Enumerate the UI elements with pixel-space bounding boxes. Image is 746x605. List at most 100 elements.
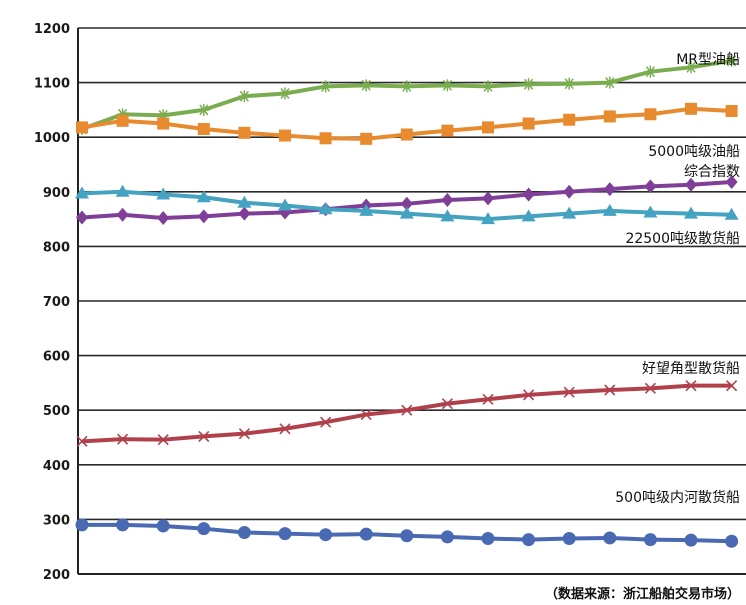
data-point [278, 198, 292, 211]
data-point [562, 206, 577, 219]
data-point [238, 90, 251, 103]
axes [77, 28, 746, 575]
data-point [319, 132, 332, 145]
data-point [603, 182, 616, 197]
data-point [523, 389, 535, 401]
series-label: 综合指数 [684, 164, 740, 180]
data-point [725, 174, 738, 189]
data-point [482, 121, 494, 134]
data-point [278, 527, 292, 541]
data-point [603, 110, 616, 123]
data-point [319, 528, 333, 542]
data-point [116, 518, 130, 532]
data-point [400, 80, 413, 93]
y-tick-label: 1000 [34, 131, 70, 146]
series-label: MR型油船 [676, 52, 740, 68]
data-point [563, 113, 576, 126]
series-label: 500吨级内河散货船 [615, 489, 740, 506]
data-point [196, 190, 211, 203]
data-point [725, 534, 739, 548]
data-point [237, 526, 251, 540]
data-point [319, 80, 332, 93]
series-1 [76, 102, 738, 145]
data-point [684, 206, 698, 219]
source-note: （数据来源：浙江船舶交易市场） [545, 586, 740, 602]
data-point [482, 393, 494, 405]
data-point [481, 212, 495, 225]
series-4 [76, 380, 738, 447]
data-point [318, 202, 333, 215]
data-point [482, 191, 494, 206]
data-point [400, 128, 413, 141]
data-point [197, 522, 211, 536]
y-tick-label: 700 [43, 295, 70, 310]
series-0 [76, 54, 738, 136]
data-point [602, 203, 617, 216]
data-point [115, 184, 130, 197]
data-point [643, 205, 658, 218]
series-label: 好望角型散货船 [642, 360, 740, 377]
y-tick-label: 500 [43, 404, 70, 419]
data-point [563, 184, 576, 199]
data-point [237, 195, 252, 208]
data-point [198, 430, 210, 442]
data-point [644, 65, 657, 78]
data-point [360, 409, 372, 421]
data-point [685, 61, 697, 74]
data-point [75, 518, 89, 532]
data-point [724, 207, 739, 220]
y-tick-label: 1200 [34, 22, 70, 37]
data-point [156, 187, 171, 200]
data-point [644, 382, 656, 394]
data-point [320, 416, 332, 428]
data-point [75, 186, 89, 199]
data-point [440, 530, 454, 544]
data-point [400, 196, 413, 211]
data-point [562, 532, 576, 546]
series-line [81, 383, 732, 444]
data-point [157, 117, 170, 130]
data-point [644, 179, 657, 194]
data-point [76, 121, 88, 134]
y-tick-label: 400 [43, 459, 70, 474]
data-point [685, 102, 697, 115]
data-point [522, 533, 536, 547]
data-point [441, 124, 454, 137]
data-point [685, 380, 697, 392]
data-point [238, 206, 251, 221]
data-point [521, 209, 536, 222]
data-point [116, 207, 129, 222]
y-tick-label: 600 [43, 350, 70, 365]
data-point [482, 80, 494, 93]
y-tick-label: 900 [43, 186, 70, 201]
data-point [157, 109, 170, 122]
data-point [643, 533, 657, 547]
y-tick-label: 800 [43, 240, 70, 255]
data-point [604, 384, 616, 396]
data-point [238, 428, 250, 440]
data-point [157, 211, 170, 226]
data-point [563, 386, 575, 398]
data-point [441, 79, 454, 92]
data-point [359, 203, 374, 216]
data-point [197, 123, 210, 136]
data-point [684, 533, 698, 547]
data-point [522, 117, 535, 130]
data-point [116, 114, 129, 127]
y-tick-label: 300 [43, 513, 70, 528]
data-point [360, 132, 373, 145]
data-point [359, 527, 373, 541]
data-point [440, 209, 455, 222]
data-point [279, 129, 291, 142]
data-point [157, 434, 169, 446]
data-point [197, 103, 210, 116]
data-point [441, 192, 454, 207]
data-point [238, 126, 251, 139]
data-point [522, 78, 535, 91]
series-label: 22500吨级散货船 [625, 230, 740, 247]
data-point [400, 529, 414, 543]
data-point [481, 532, 495, 546]
data-point [360, 79, 373, 92]
